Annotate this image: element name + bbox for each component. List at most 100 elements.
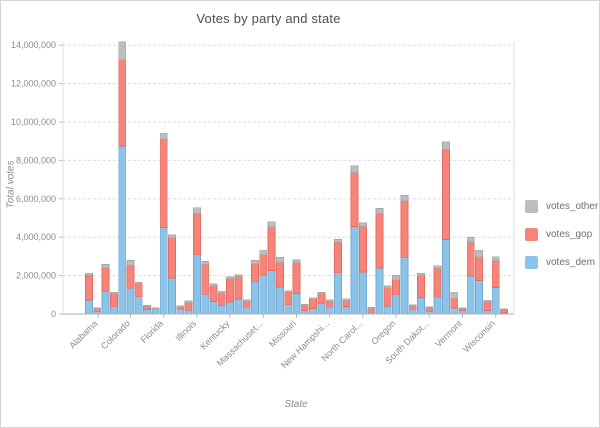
bar-segment-votes_gop-Massachusetts[interactable] <box>259 254 268 277</box>
bar-segment-votes_gop-New Jersey[interactable] <box>334 241 342 274</box>
bar-segment-votes_gop-Kansas[interactable] <box>217 292 226 307</box>
bar-segment-votes_gop-North Carolina[interactable] <box>359 226 367 273</box>
bar-segment-votes_dem-Maryland[interactable] <box>251 281 259 315</box>
bar-segment-votes_dem-Indiana[interactable] <box>201 293 210 315</box>
bar-segment-votes_gop-New York[interactable] <box>350 172 359 227</box>
bar-segment-votes_dem-California[interactable] <box>118 145 127 315</box>
bar-segment-votes_other-California[interactable] <box>118 41 127 61</box>
bar-segment-votes_gop-Illinois[interactable] <box>193 213 201 256</box>
bar-segment-votes_gop-Florida[interactable] <box>159 138 168 228</box>
legend-item-votes_dem[interactable]: votes_dem <box>525 256 598 269</box>
bar-segment-votes_other-Maryland[interactable] <box>251 260 259 265</box>
bar-segment-votes_other-Connecticut[interactable] <box>134 282 143 285</box>
legend-item-votes_gop[interactable]: votes_gop <box>525 228 598 241</box>
bar-segment-votes_dem-Missouri[interactable] <box>292 293 301 315</box>
bar-segment-votes_other-Missouri[interactable] <box>292 259 301 264</box>
bar-segment-votes_gop-Oregon[interactable] <box>392 279 400 296</box>
bar-segment-votes_dem-Connecticut[interactable] <box>134 296 143 315</box>
bar-segment-votes_other-Kentucky[interactable] <box>226 276 234 280</box>
bar-segment-votes_dem-Minnesota[interactable] <box>276 287 284 315</box>
bar-segment-votes_other-Wisconsin[interactable] <box>491 256 500 261</box>
bar-segment-votes_gop-Ohio[interactable] <box>375 213 384 269</box>
bar-segment-votes_dem-Colorado[interactable] <box>126 287 135 315</box>
bar-segment-votes_gop-Utah[interactable] <box>450 297 459 309</box>
bar-segment-votes_other-Maine[interactable] <box>242 299 251 302</box>
bar-segment-votes_gop-Missouri[interactable] <box>292 262 301 294</box>
bar-segment-votes_gop-Arizona[interactable] <box>101 267 110 293</box>
bar-segment-votes_dem-Mississippi[interactable] <box>284 304 293 315</box>
bar-segment-votes_other-North Dakota[interactable] <box>367 307 376 309</box>
bar-segment-votes_dem-Nevada[interactable] <box>317 303 326 315</box>
bar-segment-votes_other-Utah[interactable] <box>450 291 459 299</box>
bar-segment-votes_other-Iowa[interactable] <box>209 283 218 287</box>
bar-segment-votes_gop-Michigan[interactable] <box>267 226 276 271</box>
bar-segment-votes_dem-Hawaii[interactable] <box>176 308 185 315</box>
bar-segment-votes_dem-Massachusetts[interactable] <box>259 275 268 315</box>
bar-segment-votes_other-Tennessee[interactable] <box>433 265 442 269</box>
bar-segment-votes_other-Illinois[interactable] <box>193 207 201 214</box>
bar-segment-votes_other-Wyoming[interactable] <box>500 308 508 311</box>
bar-segment-votes_other-New York[interactable] <box>350 165 359 173</box>
bar-segment-votes_other-Virginia[interactable] <box>466 237 475 243</box>
bar-segment-votes_gop-Wisconsin[interactable] <box>491 260 500 288</box>
bar-segment-votes_other-Nevada[interactable] <box>317 292 326 295</box>
bar-segment-votes_dem-Oregon[interactable] <box>392 294 400 315</box>
bar-segment-votes_dem-North Carolina[interactable] <box>359 271 367 315</box>
bar-segment-votes_dem-Arkansas[interactable] <box>110 306 118 315</box>
bar-segment-votes_gop-New Hampshire[interactable] <box>325 300 334 308</box>
bar-segment-votes_gop-Iowa[interactable] <box>209 285 218 302</box>
bar-segment-votes_dem-West Virginia[interactable] <box>483 310 492 315</box>
bar-segment-votes_gop-Connecticut[interactable] <box>134 283 143 298</box>
bar-segment-votes_gop-Texas[interactable] <box>442 149 450 240</box>
bar-segment-votes_other-Hawaii[interactable] <box>176 305 185 308</box>
bar-segment-votes_dem-Arizona[interactable] <box>101 291 110 315</box>
bar-segment-votes_dem-Tennessee[interactable] <box>433 296 442 315</box>
bar-segment-votes_other-Minnesota[interactable] <box>276 257 284 263</box>
bar-segment-votes_gop-Idaho[interactable] <box>184 302 193 311</box>
bar-segment-votes_dem-Alabama[interactable] <box>85 299 93 315</box>
bar-segment-votes_other-Arizona[interactable] <box>101 264 110 269</box>
bar-segment-votes_other-Massachusetts[interactable] <box>259 249 268 256</box>
bar-segment-votes_dem-Florida[interactable] <box>159 227 168 315</box>
bar-segment-votes_gop-Indiana[interactable] <box>201 263 210 295</box>
bar-segment-votes_other-Nebraska[interactable] <box>309 297 317 300</box>
bar-segment-votes_other-North Carolina[interactable] <box>359 222 367 227</box>
bar-segment-votes_other-West Virginia[interactable] <box>483 299 492 302</box>
bar-segment-votes_dem-Virginia[interactable] <box>466 275 475 315</box>
bar-segment-votes_other-Colorado[interactable] <box>126 260 135 266</box>
bar-segment-votes_other-New Mexico[interactable] <box>342 298 351 301</box>
bar-segment-votes_dem-Louisiana[interactable] <box>234 298 243 315</box>
bar-segment-votes_dem-Washington[interactable] <box>475 280 483 315</box>
bar-segment-votes_other-Michigan[interactable] <box>267 221 276 228</box>
bar-segment-votes_gop-Maryland[interactable] <box>251 263 259 283</box>
bar-segment-votes_other-Arkansas[interactable] <box>110 291 118 294</box>
bar-segment-votes_other-South Dakota[interactable] <box>425 306 434 309</box>
bar-segment-votes_gop-Mississippi[interactable] <box>284 290 293 306</box>
bar-segment-votes_dem-Kansas[interactable] <box>217 305 226 315</box>
bar-segment-votes_other-Alaska[interactable] <box>93 307 102 310</box>
bar-segment-votes_other-Ohio[interactable] <box>375 208 384 214</box>
bar-segment-votes_dem-Utah[interactable] <box>450 307 459 315</box>
bar-segment-votes_dem-New Hampshire[interactable] <box>325 306 334 315</box>
bar-segment-votes_dem-Illinois[interactable] <box>193 254 201 315</box>
bar-segment-votes_gop-Minnesota[interactable] <box>276 261 284 289</box>
bar-segment-votes_gop-California[interactable] <box>118 59 127 147</box>
bar-segment-votes_other-Indiana[interactable] <box>201 261 210 265</box>
bar-segment-votes_other-New Hampshire[interactable] <box>325 299 334 302</box>
bar-segment-votes_dem-Georgia[interactable] <box>168 277 176 315</box>
bar-segment-votes_other-Oregon[interactable] <box>392 275 400 281</box>
bar-segment-votes_other-Rhode Island[interactable] <box>408 304 417 307</box>
bar-segment-votes_dem-Delaware[interactable] <box>143 309 151 315</box>
bar-segment-votes_other-Oklahoma[interactable] <box>383 285 392 289</box>
bar-segment-votes_dem-Texas[interactable] <box>442 239 450 315</box>
bar-segment-votes_dem-Wisconsin[interactable] <box>491 287 500 315</box>
bar-segment-votes_other-District of Columbia[interactable] <box>151 307 160 310</box>
bar-segment-votes_gop-Nevada[interactable] <box>317 293 326 305</box>
bar-segment-votes_other-Texas[interactable] <box>442 141 450 150</box>
bar-segment-votes_other-Washington[interactable] <box>475 249 483 258</box>
bar-segment-votes_other-Georgia[interactable] <box>168 234 176 239</box>
bar-segment-votes_other-Kansas[interactable] <box>217 290 226 294</box>
bar-segment-votes_other-Louisiana[interactable] <box>234 274 243 277</box>
bar-segment-votes_gop-Arkansas[interactable] <box>110 293 118 308</box>
bar-segment-votes_dem-Oklahoma[interactable] <box>383 305 392 315</box>
